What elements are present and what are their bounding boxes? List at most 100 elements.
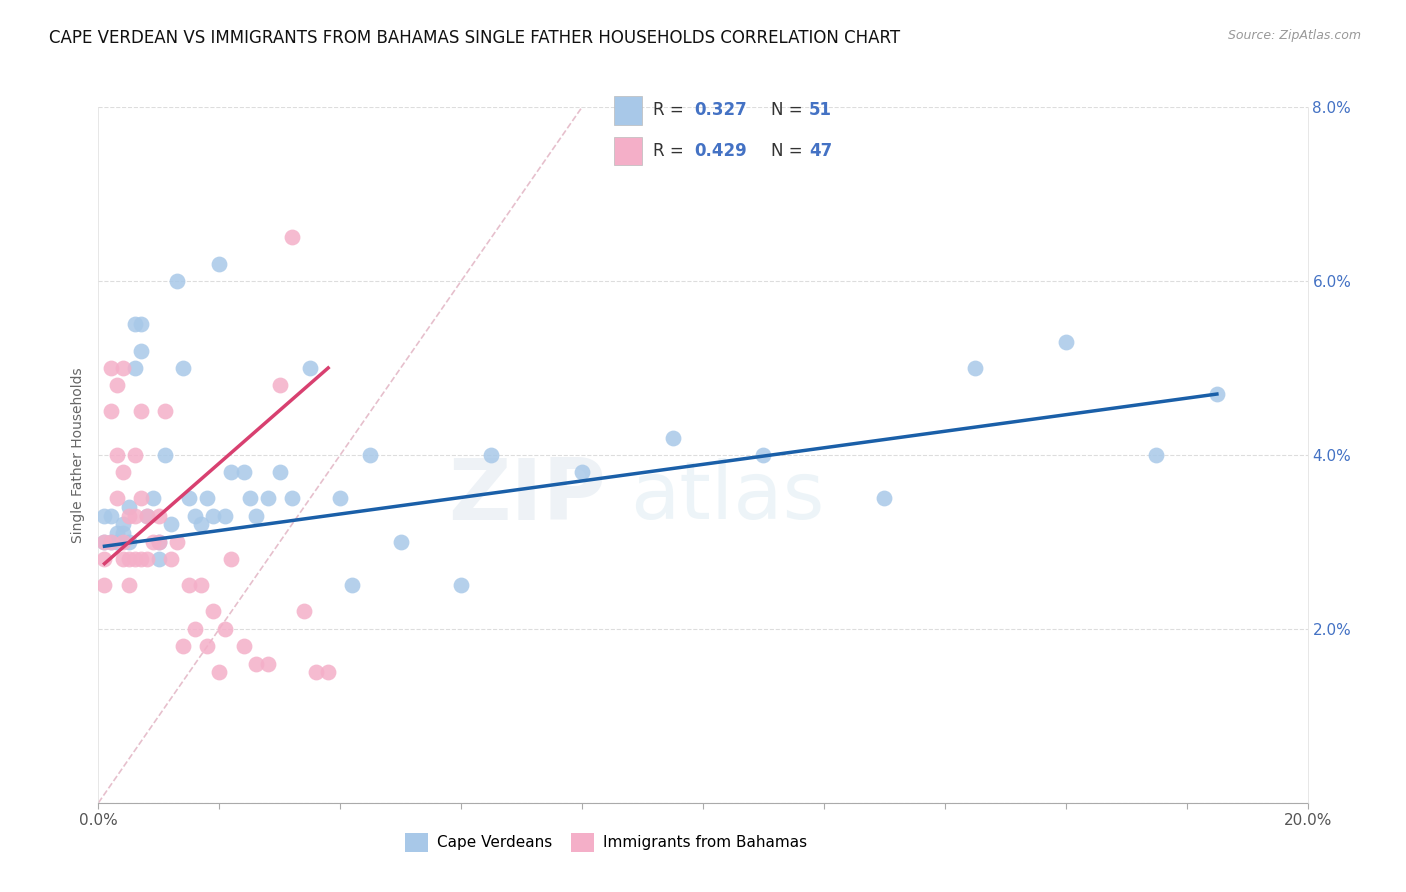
Point [571,466,593,480]
Point [214,508,236,523]
Point [450,578,472,592]
Point [135,552,157,566]
Point [118,500,141,514]
Point [329,491,352,506]
Point [105,448,128,462]
Point [269,466,291,480]
Point [93,552,115,566]
Point [245,508,267,523]
Point [316,665,339,680]
Text: R =: R = [652,142,689,160]
Text: Source: ZipAtlas.com: Source: ZipAtlas.com [1227,29,1361,42]
Point [111,526,134,541]
Point [118,508,141,523]
Point [179,578,201,592]
Point [135,508,157,523]
Point [239,491,262,506]
Point [124,508,146,523]
Point [124,448,146,462]
Point [124,552,146,566]
Point [208,665,231,680]
Point [100,534,122,549]
Point [202,508,225,523]
Text: N =: N = [770,102,807,120]
Point [190,578,212,592]
Point [752,448,775,462]
Point [232,466,254,480]
Point [129,343,152,358]
Point [118,534,141,549]
Point [202,605,225,619]
Point [245,657,267,671]
Text: 47: 47 [808,142,832,160]
Text: N =: N = [770,142,807,160]
Text: ZIP: ZIP [449,455,606,538]
Point [360,448,382,462]
Point [111,534,134,549]
Point [129,404,152,418]
Point [100,360,122,375]
Point [292,605,315,619]
Point [129,318,152,332]
Point [281,230,304,244]
Point [153,404,176,418]
Point [100,534,122,549]
Point [160,552,183,566]
Point [129,552,152,566]
Point [148,534,170,549]
Point [100,508,122,523]
Text: 51: 51 [808,102,832,120]
Point [148,534,170,549]
Point [184,622,207,636]
Point [221,552,243,566]
Point [111,466,134,480]
Text: R =: R = [652,102,689,120]
Point [111,360,134,375]
Text: 0.429: 0.429 [695,142,747,160]
Point [129,491,152,506]
Point [232,639,254,653]
Point [389,534,412,549]
Point [105,491,128,506]
Point [221,466,243,480]
Point [93,578,115,592]
FancyBboxPatch shape [614,96,641,125]
Point [118,578,141,592]
Point [179,491,201,506]
Legend: Cape Verdeans, Immigrants from Bahamas: Cape Verdeans, Immigrants from Bahamas [399,827,813,858]
Point [100,404,122,418]
Text: CAPE VERDEAN VS IMMIGRANTS FROM BAHAMAS SINGLE FATHER HOUSEHOLDS CORRELATION CHA: CAPE VERDEAN VS IMMIGRANTS FROM BAHAMAS … [49,29,900,46]
Point [124,318,146,332]
Point [1054,334,1077,349]
Text: 0.327: 0.327 [695,102,747,120]
Point [160,517,183,532]
Point [166,274,188,288]
Point [661,430,683,444]
Point [214,622,236,636]
Point [142,491,165,506]
Point [142,534,165,549]
Point [93,534,115,549]
Point [153,448,176,462]
Point [965,360,987,375]
Point [305,665,328,680]
Point [1144,448,1167,462]
Point [166,534,188,549]
Point [135,508,157,523]
Point [481,448,503,462]
Y-axis label: Single Father Households: Single Father Households [72,368,86,542]
Point [172,639,194,653]
Point [195,639,218,653]
Point [105,534,128,549]
FancyBboxPatch shape [614,136,641,165]
Point [93,508,115,523]
Point [172,360,194,375]
Point [184,508,207,523]
Point [208,257,231,271]
Point [118,552,141,566]
Point [93,534,115,549]
Point [873,491,896,506]
Point [269,378,291,392]
Point [281,491,304,506]
Point [342,578,364,592]
